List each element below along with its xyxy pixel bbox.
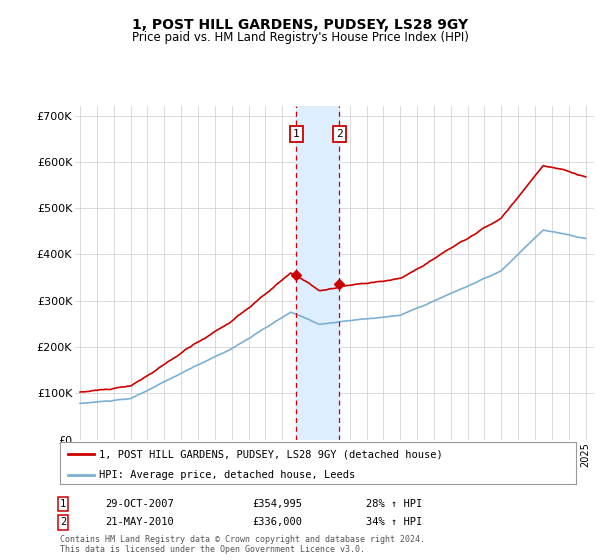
Text: £354,995: £354,995 <box>252 499 302 509</box>
Text: 2: 2 <box>336 129 343 139</box>
Text: Price paid vs. HM Land Registry's House Price Index (HPI): Price paid vs. HM Land Registry's House … <box>131 31 469 44</box>
Text: 1: 1 <box>293 129 299 139</box>
Text: 1: 1 <box>60 499 66 509</box>
Text: Contains HM Land Registry data © Crown copyright and database right 2024.
This d: Contains HM Land Registry data © Crown c… <box>60 535 425 554</box>
Text: 1, POST HILL GARDENS, PUDSEY, LS28 9GY (detached house): 1, POST HILL GARDENS, PUDSEY, LS28 9GY (… <box>98 449 442 459</box>
Bar <box>296 106 339 440</box>
Text: 28% ↑ HPI: 28% ↑ HPI <box>366 499 422 509</box>
Text: 21-MAY-2010: 21-MAY-2010 <box>105 517 174 528</box>
Text: £336,000: £336,000 <box>252 517 302 528</box>
Text: 34% ↑ HPI: 34% ↑ HPI <box>366 517 422 528</box>
Text: 29-OCT-2007: 29-OCT-2007 <box>105 499 174 509</box>
Text: HPI: Average price, detached house, Leeds: HPI: Average price, detached house, Leed… <box>98 470 355 480</box>
Text: 1, POST HILL GARDENS, PUDSEY, LS28 9GY: 1, POST HILL GARDENS, PUDSEY, LS28 9GY <box>132 18 468 32</box>
Text: 2: 2 <box>60 517 66 528</box>
